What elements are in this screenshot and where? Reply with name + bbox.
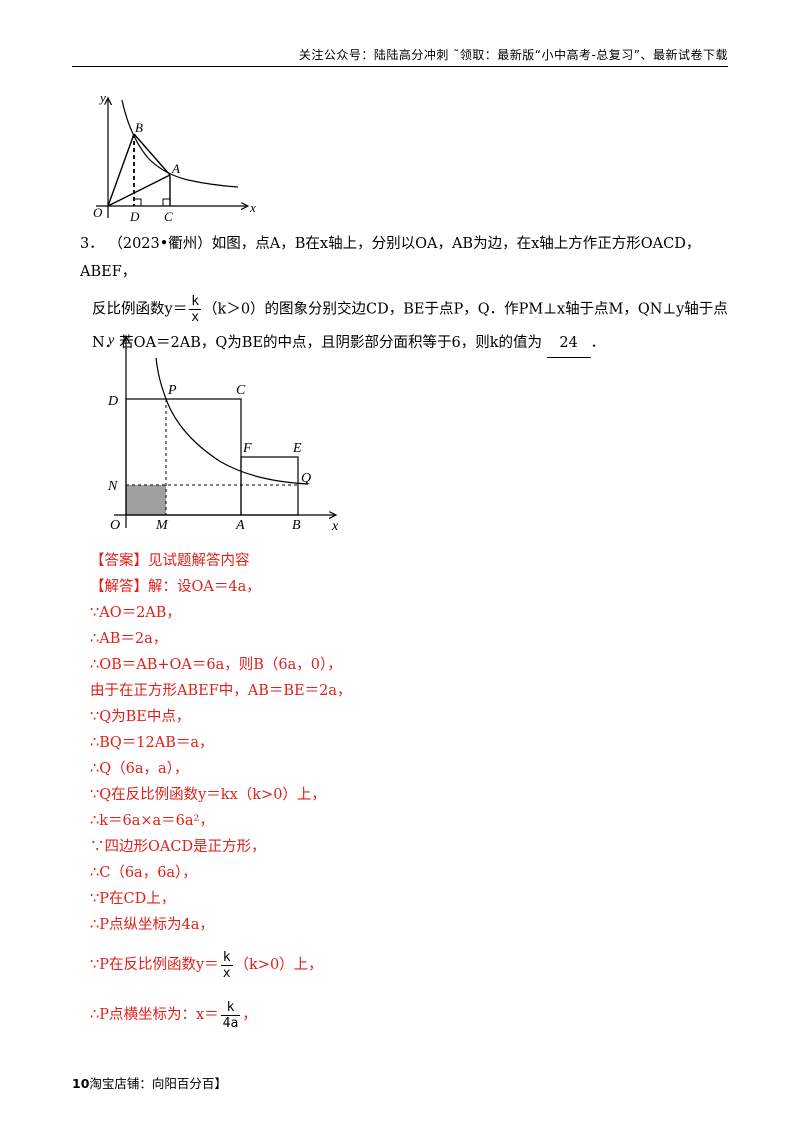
label-c: C — [236, 383, 246, 398]
label-p: P — [167, 383, 177, 398]
label-b: B — [292, 518, 301, 533]
label-e: E — [292, 441, 302, 456]
page-footer: 10淘宝店铺：向阳百分百】 — [72, 1073, 227, 1092]
solution-line: ∴AB＝2a， — [90, 631, 168, 647]
label-f: F — [242, 441, 252, 456]
solution-line: ∵Q在反比例函数y＝kx（k>0）上， — [90, 787, 326, 803]
solution-line: ∵Q为BE中点， — [90, 709, 191, 725]
shaded-rectangle — [126, 485, 166, 515]
label-x: x — [249, 200, 256, 215]
label-x: x — [331, 519, 339, 534]
page-number: 10 — [72, 1076, 90, 1091]
label-d: D — [107, 394, 118, 409]
segment-ab — [133, 133, 171, 176]
right-angle-c — [162, 198, 170, 206]
answer-blank: 24 — [546, 329, 591, 358]
solution-line-17: ∴P点横坐标为：x＝ k 4a， — [90, 999, 257, 1031]
label-m: M — [155, 518, 169, 533]
shop-text: 淘宝店铺：向阳百分百】 — [89, 1076, 227, 1091]
solution-block: 【答案】见试题解答内容 【解答】解：设OA＝4a， ∵AO＝2AB， ∴AB＝2… — [90, 548, 710, 1038]
solution-line: ∵P在CD上， — [90, 891, 176, 907]
hyperbola-curve — [155, 357, 309, 485]
square-abef — [240, 456, 299, 516]
solution-line: ∵四边形OACD是正方形， — [90, 839, 266, 855]
solution-line: 【解答】解：设OA＝4a， — [90, 579, 261, 595]
page-header: 关注公众号：陆陆高分冲刺 ˜领取：最新版“小中高考-总复习”、最新试卷下载 — [72, 46, 728, 67]
label-b: B — [135, 120, 143, 135]
solution-line: ∴P点纵坐标为4a， — [90, 917, 214, 933]
question-line-2: 反比例函数y＝ k x （k＞0）的图象分别交边CD，BE于点P，Q．作PM⊥x轴于点… — [92, 294, 728, 325]
label-o: O — [110, 518, 120, 533]
solution-line-16: ∵P在反比例函数y＝ k x （k>0）上， — [90, 949, 323, 981]
hyperbola-curve — [121, 99, 239, 188]
segment-ob — [107, 133, 135, 207]
question-line-1: 3． （2023•衢州）如图，点A，B在x轴上，分别以OA，AB为边，在x轴上方… — [72, 230, 732, 286]
figure-1: y x O B A D C — [93, 90, 256, 224]
solution-line: ∵AO＝2AB， — [90, 605, 181, 621]
label-q: Q — [301, 471, 311, 486]
label-c: C — [164, 209, 173, 224]
question-text-1: （2023•衢州）如图，点A，B在x轴上，分别以OA，AB为边，在x轴上方作正方… — [80, 236, 701, 280]
solution-line: 由于在正方形ABEF中，AB＝BE＝2a， — [90, 683, 352, 699]
label-d: D — [129, 209, 140, 224]
label-y: y — [106, 333, 115, 348]
label-y: y — [98, 90, 106, 105]
fraction-k-over-4a: k 4a — [220, 999, 241, 1031]
question-3: 3． （2023•衢州）如图，点A，B在x轴上，分别以OA，AB为边，在x轴上方… — [72, 230, 732, 358]
label-a: A — [171, 161, 180, 176]
label-n: N — [107, 479, 118, 494]
right-angle-d — [134, 198, 142, 206]
label-a: A — [235, 518, 245, 533]
solution-line: ∴k＝6a×a＝6a²， — [90, 813, 214, 829]
solution-line: ∴BQ＝12AB＝a， — [90, 735, 214, 751]
solution-line: ∴OB＝AB+OA＝6a，则B（6a，0）， — [90, 657, 342, 673]
question-number: 3． — [80, 236, 104, 252]
question-line-3: N．若OA＝2AB，Q为BE的中点，且阴影部分面积等于6，则k的值为 24 ． — [72, 329, 732, 358]
label-o: O — [93, 205, 103, 220]
solution-line: 【答案】见试题解答内容 — [90, 553, 250, 569]
solution-line: ∴Q（6a，a）， — [90, 761, 189, 777]
solution-line: ∴C（6a，6a）， — [90, 865, 197, 881]
figure-2: y x O D P C F E N Q M A B — [106, 333, 339, 534]
segment-oa — [107, 174, 171, 207]
